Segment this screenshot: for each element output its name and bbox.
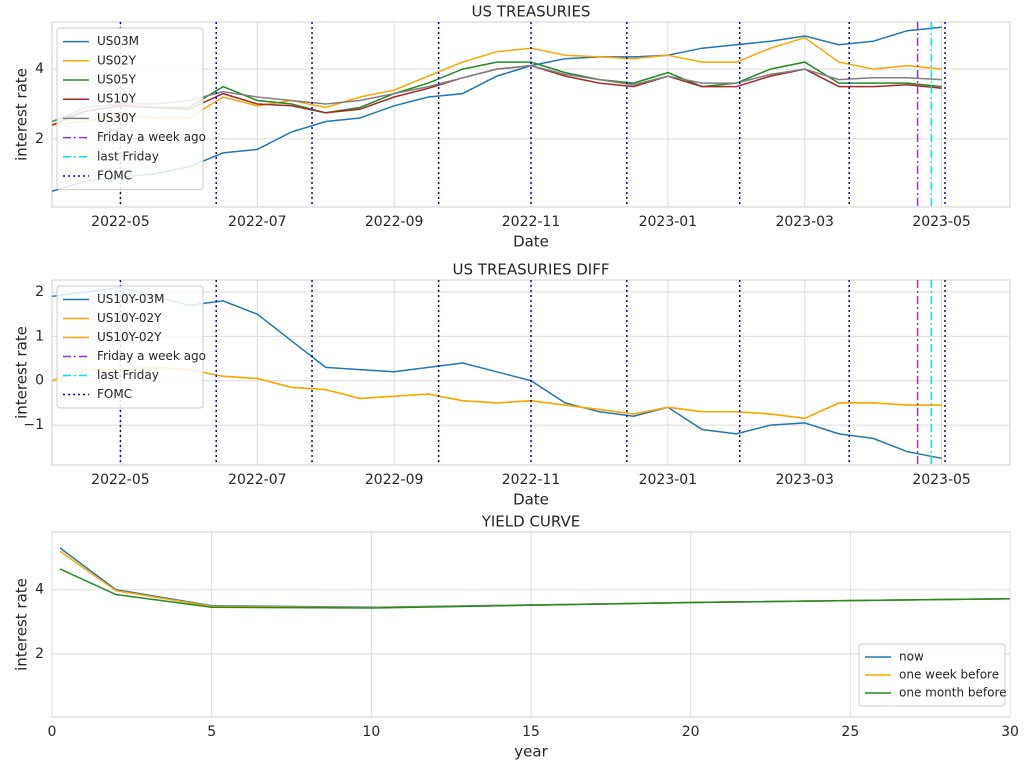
legend-label: one week before <box>899 668 999 682</box>
legend: US03M US02Y US05Y US10Y US30Y Friday a week a… <box>56 27 206 191</box>
x-tick-label: 2022-07 <box>228 472 287 488</box>
x-tick-label: 25 <box>841 724 859 740</box>
x-axis-label: Date <box>513 233 549 251</box>
legend-label: US10Y-02Y <box>97 330 162 344</box>
legend-label: Friday a week ago <box>97 130 206 144</box>
x-tick-label: 2023-01 <box>639 214 698 230</box>
series-line <box>59 568 1010 609</box>
legend-box <box>858 643 1006 707</box>
chart-title: US TREASURIES DIFF <box>453 261 610 279</box>
legend-label: FOMC <box>97 387 132 401</box>
x-tick-label: 30 <box>1001 724 1019 740</box>
x-tick-label: 2023-03 <box>775 472 834 488</box>
chart-title: US TREASURIES <box>472 3 591 21</box>
legend-label: US03M <box>97 34 139 48</box>
legend-label: US10Y-02Y <box>97 311 162 325</box>
legend-label: US30Y <box>97 111 137 125</box>
legend-label: last Friday <box>97 368 159 382</box>
x-tick-label: 2023-05 <box>912 472 971 488</box>
y-axis-label: interest rate <box>13 68 31 161</box>
x-tick-label: 2023-05 <box>912 214 971 230</box>
legend-label: last Friday <box>97 149 159 163</box>
x-tick-label: 2022-11 <box>502 214 561 230</box>
legend-label: US05Y <box>97 73 137 87</box>
legend-label: US10Y <box>97 92 137 106</box>
legend: US10Y-03M US10Y-02Y US10Y-02Y Friday a week… <box>56 285 206 409</box>
x-tick-label: 5 <box>207 724 216 740</box>
x-tick-label: 2022-07 <box>228 214 287 230</box>
legend-box <box>56 285 204 409</box>
x-tick-label: 2022-09 <box>365 472 424 488</box>
y-tick-label: 4 <box>35 61 44 77</box>
x-tick-label: 2022-05 <box>91 472 150 488</box>
legend-label: US10Y-03M <box>97 292 165 306</box>
y-tick-label: 1 <box>35 328 44 344</box>
x-tick-label: 2023-01 <box>639 472 698 488</box>
x-tick-label: 2022-05 <box>91 214 150 230</box>
legend-box <box>56 27 204 191</box>
x-tick-label: 2022-09 <box>365 214 424 230</box>
x-tick-label: 10 <box>362 724 380 740</box>
y-tick-label: −1 <box>23 417 44 433</box>
x-tick-label: 2022-11 <box>502 472 561 488</box>
y-tick-label: 4 <box>35 582 44 598</box>
legend-label: now <box>899 650 924 664</box>
x-tick-label: 15 <box>522 724 540 740</box>
y-tick-label: 2 <box>35 646 44 662</box>
x-tick-label: 2023-03 <box>775 214 834 230</box>
legend-label: one month before <box>899 686 1007 700</box>
x-tick-label: 20 <box>682 724 700 740</box>
x-axis-label: year <box>514 743 548 761</box>
x-tick-label: 0 <box>48 724 57 740</box>
legend-label: FOMC <box>97 169 132 183</box>
legend: now one week before one month before <box>858 643 1007 707</box>
y-axis-label: interest rate <box>13 578 31 671</box>
y-tick-label: 2 <box>35 284 44 300</box>
legend-label: US02Y <box>97 53 137 67</box>
chart-title: YIELD CURVE <box>481 513 581 531</box>
y-axis-label: interest rate <box>13 326 31 419</box>
x-axis-label: Date <box>513 491 549 509</box>
legend-label: Friday a week ago <box>97 349 206 363</box>
y-tick-label: 2 <box>35 131 44 147</box>
y-tick-label: 0 <box>35 373 44 389</box>
